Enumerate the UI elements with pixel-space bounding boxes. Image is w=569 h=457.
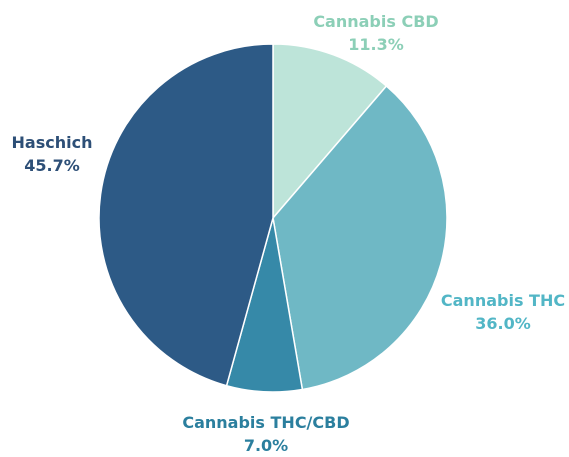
slice-value-label: 36.0% (475, 314, 531, 333)
slice-value-label: 7.0% (244, 436, 288, 455)
slice-label: Cannabis THC/CBD (182, 413, 349, 432)
slice-label: Haschich (12, 133, 93, 152)
pie-slice-haschich (98, 43, 274, 387)
slice-value-label: 45.7% (24, 156, 80, 175)
pie-slice-cannabis-thc (272, 84, 448, 391)
pie-slice-cannabis-cbd (272, 43, 388, 221)
pie-labels: Cannabis CBD 11.3% Cannabis THC 36.0% Cannab… (12, 12, 566, 455)
pie-slices (98, 43, 448, 393)
slice-label: Cannabis CBD (313, 12, 438, 31)
slice-label: Cannabis THC (441, 291, 565, 310)
slice-value-label: 11.3% (348, 35, 404, 54)
